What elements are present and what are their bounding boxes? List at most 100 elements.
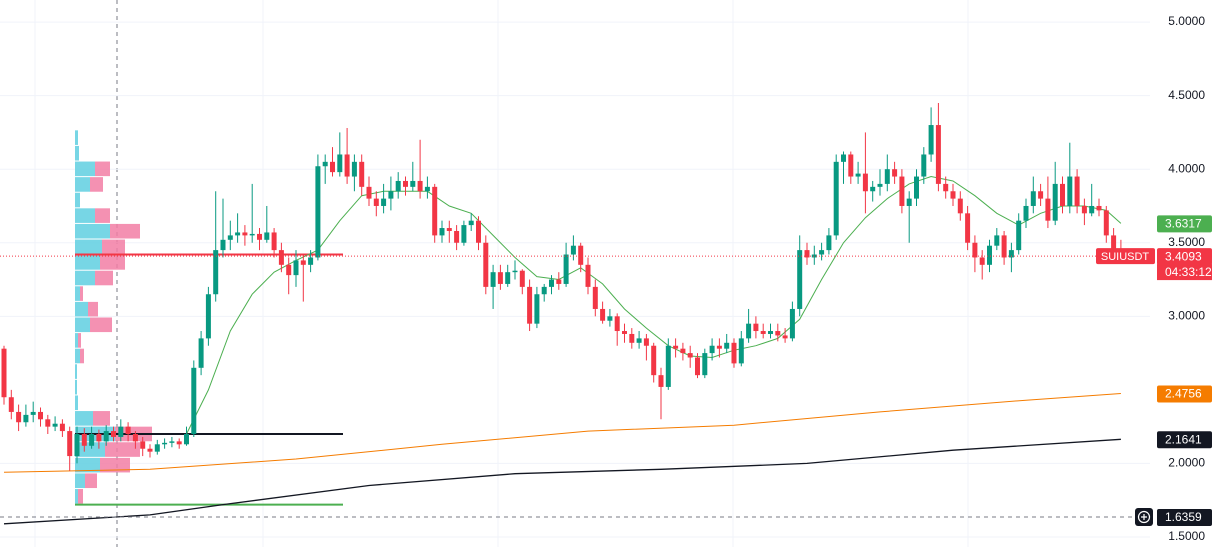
candle-body: [154, 444, 160, 452]
profile-down: [80, 348, 84, 364]
candle-body: [651, 345, 657, 376]
candle-body: [432, 186, 438, 236]
candle-body: [899, 176, 905, 206]
profile-up: [75, 301, 88, 317]
profile-up: [75, 177, 90, 192]
profile-down: [90, 177, 103, 192]
candle-body: [1052, 183, 1058, 221]
profile-up: [75, 489, 78, 504]
candle-body: [490, 272, 496, 287]
price-tag: [1157, 431, 1212, 449]
y-tick-label: 4.5000: [1168, 88, 1205, 102]
candle-body: [286, 264, 292, 276]
candle-body: [483, 242, 489, 287]
candle-body: [1096, 205, 1102, 211]
price-tag-label: 2.1641: [1165, 432, 1202, 446]
candle-body: [636, 338, 642, 343]
candle-body: [169, 441, 175, 443]
candle-body: [439, 228, 445, 236]
price-tag-label: 1.6359: [1165, 510, 1202, 524]
plus-icon: [1137, 510, 1151, 524]
candle-body: [45, 419, 51, 427]
candle-body: [52, 423, 58, 427]
candle-body: [271, 232, 277, 251]
candle-body: [673, 345, 679, 349]
price-tag: [1157, 385, 1212, 403]
candle-body: [96, 434, 102, 442]
candle-body: [381, 198, 387, 206]
candle-body: [519, 270, 525, 287]
candle-body: [1038, 191, 1044, 199]
candle-body: [59, 423, 65, 432]
candle-body: [417, 180, 423, 192]
candle-body: [862, 173, 868, 192]
candle-body: [373, 198, 379, 206]
candle-body: [67, 431, 73, 457]
candle-body: [468, 220, 474, 226]
candle-body: [322, 161, 328, 167]
candle-body: [308, 257, 314, 265]
candle-body: [797, 250, 803, 309]
candle-body: [811, 254, 817, 258]
candle-body: [1016, 220, 1022, 251]
candle-body: [556, 279, 562, 284]
candle-body: [680, 348, 686, 354]
candle-body: [994, 235, 1000, 246]
candle-body: [264, 232, 270, 240]
candle-body: [563, 254, 569, 284]
candle-body: [1, 348, 7, 398]
candle-body: [140, 441, 146, 449]
profile-up: [75, 411, 93, 426]
profile-up: [75, 286, 80, 301]
candle-body: [300, 260, 306, 265]
y-tick-label: 5.0000: [1168, 14, 1205, 28]
candle-body: [461, 225, 467, 243]
candle-body: [541, 286, 547, 295]
candle-body: [74, 434, 80, 457]
candle-body: [505, 272, 511, 284]
price-tag-label: 3.6317: [1165, 217, 1202, 231]
price-tag: [1157, 248, 1212, 266]
profile-down: [93, 411, 110, 426]
profile-down: [78, 489, 83, 504]
candle-body: [841, 154, 846, 162]
candle-body: [1074, 176, 1080, 206]
candle-body: [950, 191, 956, 199]
symbol-label: SUIUSDT: [1101, 251, 1150, 263]
candle-body: [614, 316, 620, 332]
candle-body: [111, 431, 116, 437]
profile-down: [95, 208, 110, 223]
profile-down: [95, 270, 113, 286]
candle-body: [257, 233, 262, 240]
profile-up: [75, 223, 110, 239]
candle-body: [1111, 235, 1117, 251]
profile-down: [100, 255, 125, 270]
candle-body: [789, 308, 795, 339]
candle-body: [176, 441, 182, 445]
candle-body: [709, 345, 715, 354]
profile-up: [75, 442, 105, 457]
profile-down: [80, 286, 83, 301]
candle-body: [103, 431, 109, 442]
candle-body: [424, 186, 430, 192]
candle-body: [205, 294, 211, 339]
candle-body: [578, 245, 584, 265]
candle-body: [410, 180, 416, 187]
price-tag-label: 2.4756: [1165, 387, 1202, 401]
plus-icon: [1141, 514, 1147, 521]
candle-body: [147, 448, 153, 452]
candle-body: [892, 169, 898, 177]
profile-up: [75, 457, 100, 473]
profile-down: [110, 223, 140, 239]
candle-body: [388, 191, 394, 199]
candle-body: [1089, 205, 1095, 214]
candle-body: [1103, 210, 1109, 236]
moving-average: [186, 175, 1122, 435]
profile-up: [75, 317, 90, 333]
profile-up: [75, 161, 95, 177]
candle-body: [914, 176, 919, 199]
candle-body: [527, 286, 533, 324]
candle-body: [89, 434, 95, 446]
profile-down: [88, 301, 98, 317]
candle-body: [622, 331, 627, 334]
